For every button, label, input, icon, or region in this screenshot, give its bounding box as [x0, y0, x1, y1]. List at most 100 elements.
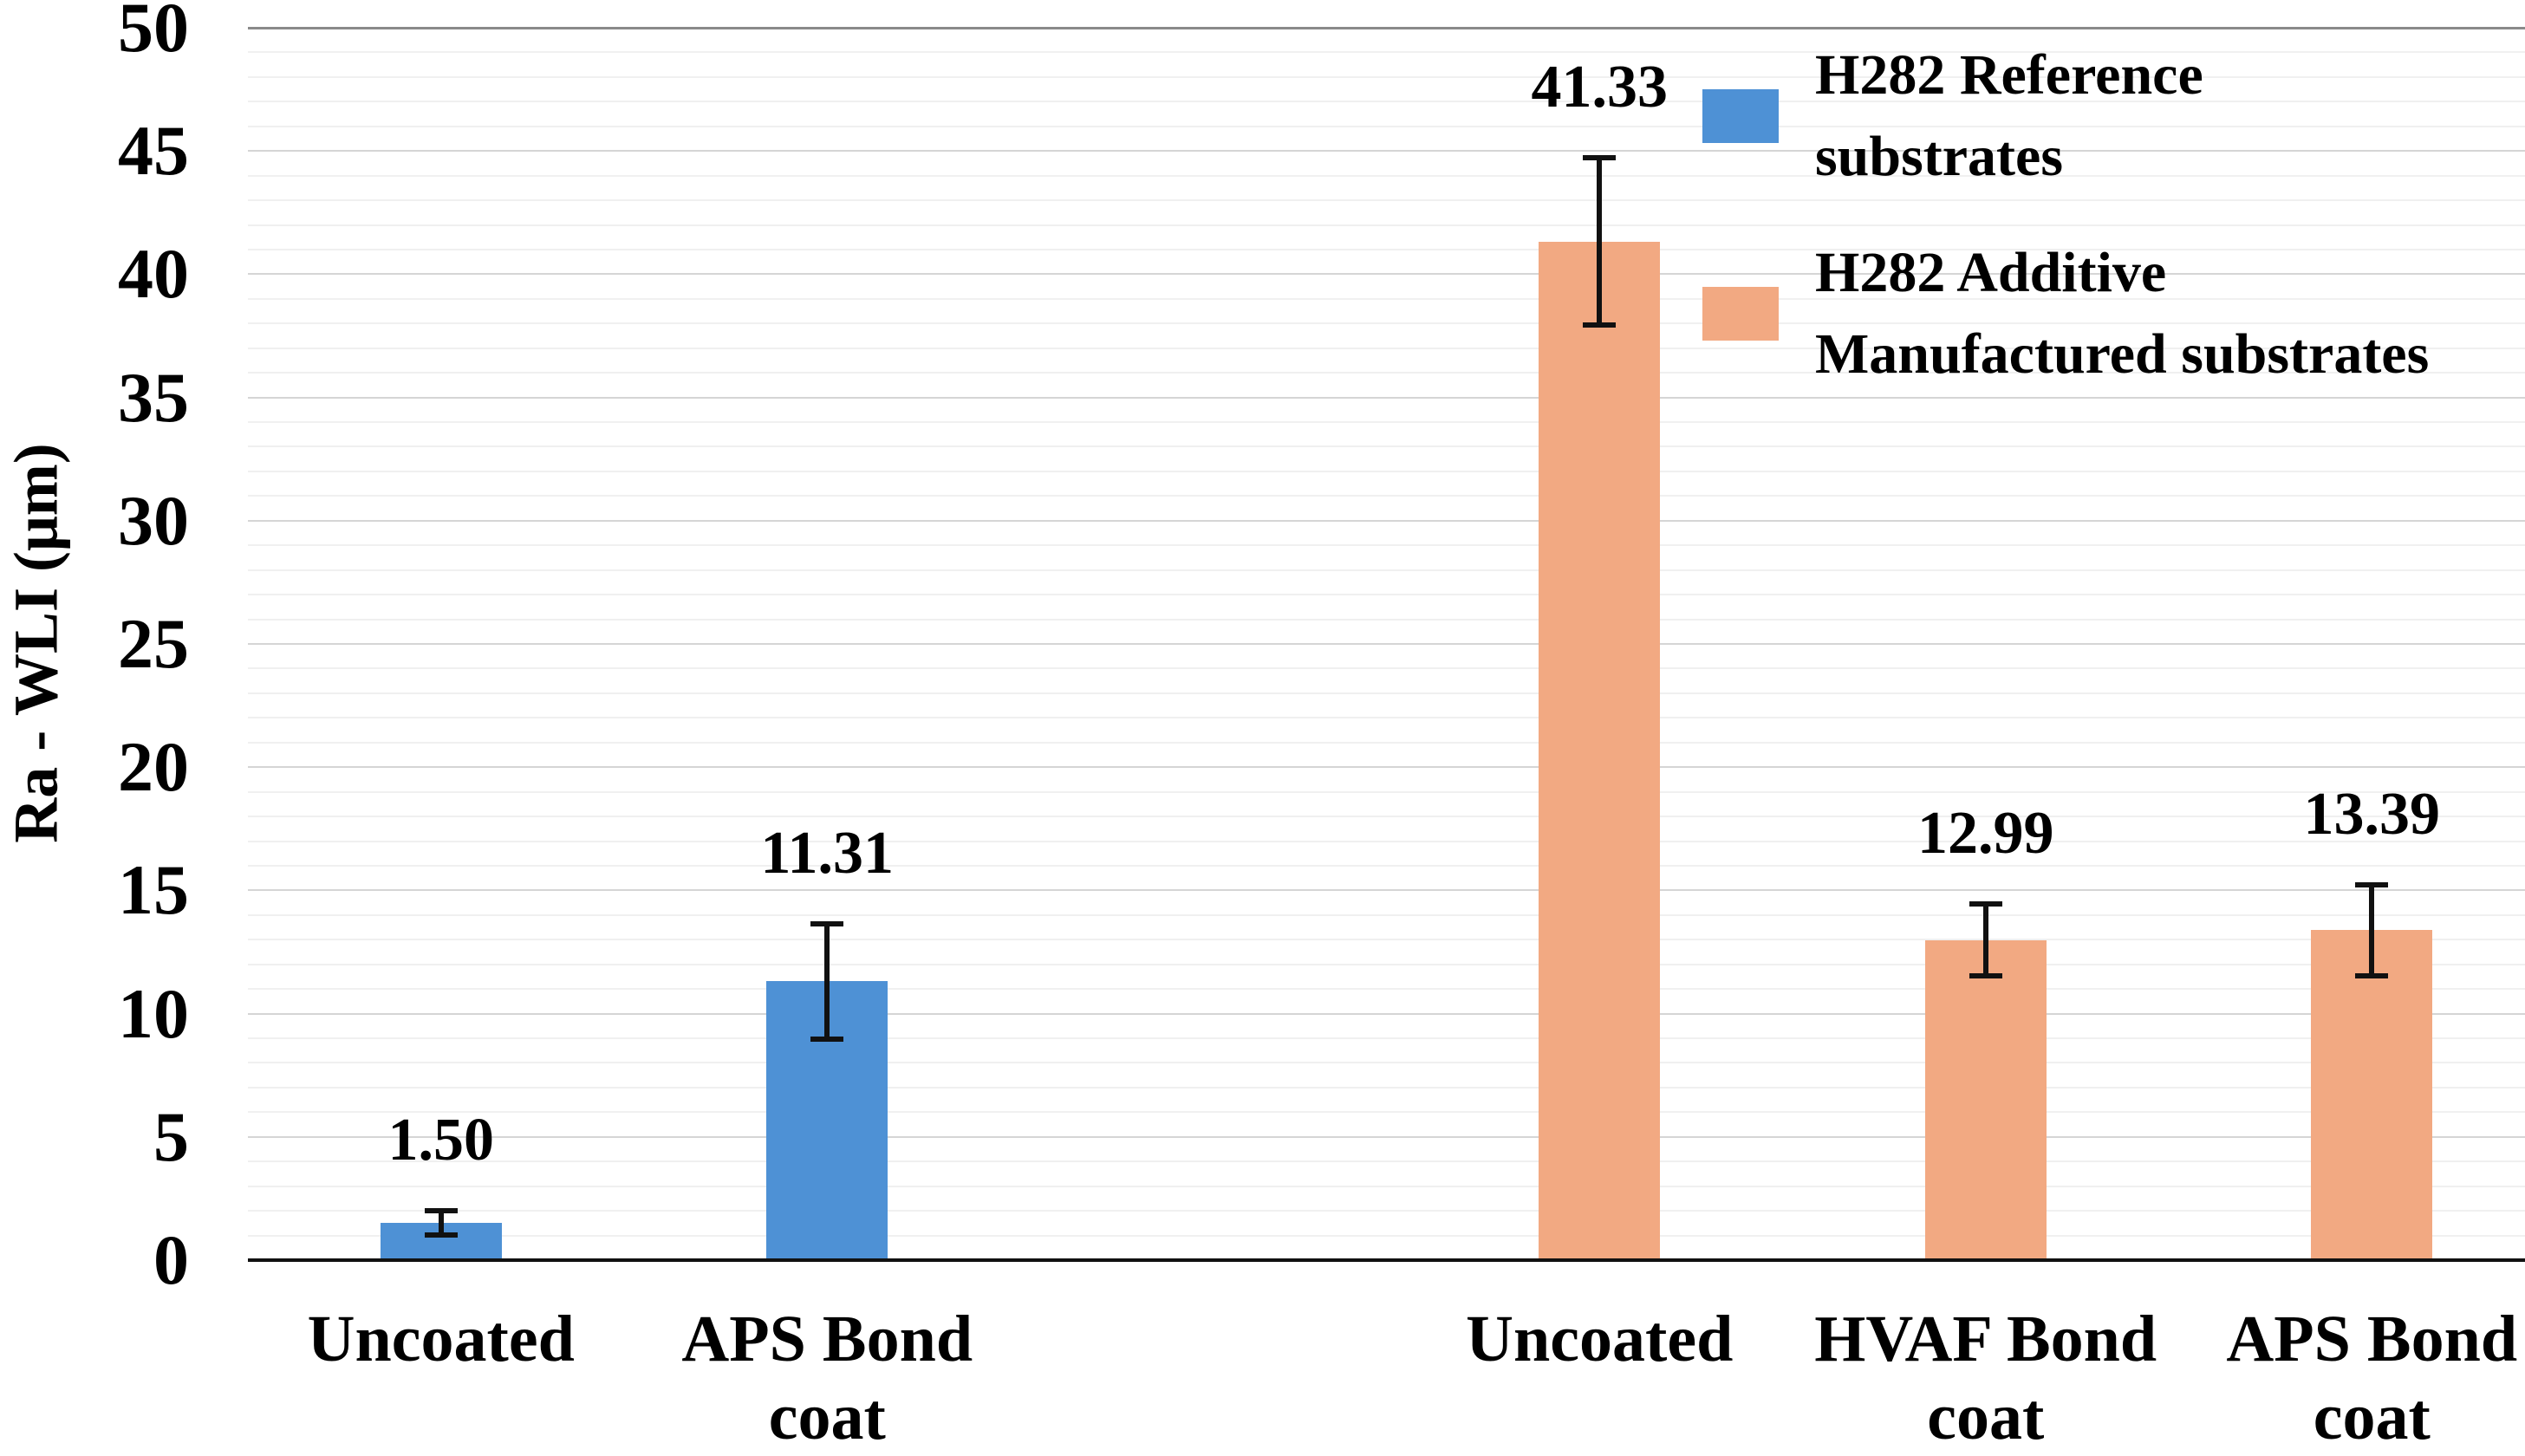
legend-label: H282 Reference substrates — [1815, 35, 2203, 198]
minor-gridline-39 — [248, 297, 2525, 300]
minor-gridline-44 — [248, 174, 2525, 177]
x-tick-label-aps-bond-coat: APS Bond coat — [2129, 1300, 2525, 1456]
legend-entry-h282-reference-substrates: H282 Reference substrates — [1702, 35, 2429, 198]
minor-gridline-4 — [248, 1160, 2525, 1163]
minor-gridline-12 — [248, 963, 2525, 965]
major-gridline-40 — [248, 273, 2525, 276]
minor-gridline-14 — [248, 913, 2525, 916]
x-tick-label-line1: HVAF Bond — [1814, 1303, 2157, 1375]
legend-label-line2: Manufactured substrates — [1815, 322, 2430, 386]
minor-gridline-36 — [248, 372, 2525, 374]
minor-gridline-7 — [248, 1086, 2525, 1089]
value-label-1.50: 1.50 — [387, 1107, 495, 1174]
minor-gridline-38 — [248, 322, 2525, 325]
major-gridline-50 — [248, 27, 2525, 29]
minor-gridline-33 — [248, 445, 2525, 448]
value-label-12.99: 12.99 — [1917, 800, 2054, 868]
legend-swatch-icon — [1702, 89, 1779, 143]
error-bar-bottom-cap — [810, 1037, 844, 1043]
major-gridline-30 — [248, 519, 2525, 522]
minor-gridline-27 — [248, 594, 2525, 596]
major-gridline-25 — [248, 643, 2525, 645]
minor-gridline-9 — [248, 1037, 2525, 1040]
error-bar — [1982, 901, 1988, 978]
y-tick-label-10: 10 — [118, 973, 189, 1053]
x-tick-label-line1: Uncoated — [307, 1303, 575, 1375]
minor-gridline-47 — [248, 101, 2525, 103]
x-tick-label-line1: Uncoated — [1466, 1303, 1734, 1375]
minor-gridline-32 — [248, 470, 2525, 472]
bar-aps-bond-coat — [2311, 930, 2433, 1260]
minor-gridline-46 — [248, 125, 2525, 127]
minor-gridline-18 — [248, 816, 2525, 818]
minor-gridline-37 — [248, 347, 2525, 349]
minor-gridline-31 — [248, 495, 2525, 497]
minor-gridline-16 — [248, 864, 2525, 867]
minor-gridline-26 — [248, 618, 2525, 621]
legend-label-line2: substrates — [1815, 125, 2064, 188]
error-bar-bottom-cap — [1969, 972, 2002, 978]
minor-gridline-48 — [248, 75, 2525, 78]
value-label-11.31: 11.31 — [760, 819, 895, 887]
x-tick-label-line2: coat — [768, 1381, 886, 1453]
value-label-13.39: 13.39 — [2303, 780, 2441, 848]
minor-gridline-29 — [248, 544, 2525, 547]
x-tick-label-uncoated: Uncoated — [1357, 1300, 1842, 1378]
error-bar — [438, 1208, 444, 1238]
error-bar-top-cap — [1969, 901, 2002, 907]
legend-label-line1: H282 Additive — [1815, 241, 2167, 304]
x-tick-label-uncoated: Uncoated — [198, 1300, 684, 1378]
y-tick-label-20: 20 — [118, 727, 189, 807]
minor-gridline-28 — [248, 569, 2525, 571]
y-tick-label-30: 30 — [118, 480, 189, 560]
minor-gridline-17 — [248, 840, 2525, 842]
y-tick-label-45: 45 — [118, 111, 189, 191]
legend-label: H282 Additive Manufactured substrates — [1815, 232, 2429, 395]
y-tick-label-5: 5 — [153, 1096, 189, 1176]
minor-gridline-11 — [248, 988, 2525, 991]
major-gridline-10 — [248, 1012, 2525, 1015]
error-bar-bottom-cap — [1583, 322, 1617, 328]
minor-gridline-49 — [248, 51, 2525, 54]
error-bar — [2369, 881, 2375, 978]
major-gridline-20 — [248, 766, 2525, 769]
minor-gridline-3 — [248, 1185, 2525, 1187]
error-bar-top-cap — [810, 920, 844, 926]
legend-label-line1: H282 Reference — [1815, 43, 2203, 107]
x-axis-line — [248, 1258, 2525, 1262]
y-tick-label-35: 35 — [118, 357, 189, 437]
legend-swatch-icon — [1702, 287, 1779, 341]
error-bar-bottom-cap — [2355, 972, 2389, 978]
minor-gridline-34 — [248, 421, 2525, 424]
minor-gridline-41 — [248, 248, 2525, 250]
error-bar-top-cap — [2355, 881, 2389, 887]
bar-uncoated — [1539, 241, 1661, 1260]
minor-gridline-24 — [248, 667, 2525, 670]
minor-gridline-43 — [248, 199, 2525, 202]
legend: H282 Reference substrates H282 Additive Man… — [1702, 35, 2429, 395]
error-bar — [1597, 155, 1603, 328]
major-gridline-35 — [248, 396, 2525, 399]
y-tick-label-40: 40 — [118, 234, 189, 314]
minor-gridline-6 — [248, 1111, 2525, 1114]
error-bar — [824, 920, 830, 1042]
minor-gridline-1 — [248, 1234, 2525, 1237]
x-tick-label-line1: APS Bond — [2226, 1303, 2518, 1375]
y-tick-label-50: 50 — [118, 0, 189, 67]
error-bar-bottom-cap — [424, 1232, 458, 1238]
major-gridline-45 — [248, 150, 2525, 153]
x-tick-label-line1: APS Bond — [681, 1303, 973, 1375]
x-tick-label-line2: coat — [2313, 1381, 2431, 1453]
minor-gridline-21 — [248, 741, 2525, 744]
minor-gridline-22 — [248, 717, 2525, 719]
legend-entry-h282-additive-manufactured-substrates: H282 Additive Manufactured substrates — [1702, 232, 2429, 395]
error-bar-top-cap — [424, 1208, 458, 1214]
major-gridline-5 — [248, 1135, 2525, 1138]
minor-gridline-8 — [248, 1062, 2525, 1064]
minor-gridline-2 — [248, 1210, 2525, 1212]
y-tick-label-25: 25 — [118, 604, 189, 683]
value-label-41.33: 41.33 — [1531, 54, 1669, 121]
minor-gridline-19 — [248, 790, 2525, 793]
bar-hvaf-bond-coat — [1924, 939, 2047, 1260]
